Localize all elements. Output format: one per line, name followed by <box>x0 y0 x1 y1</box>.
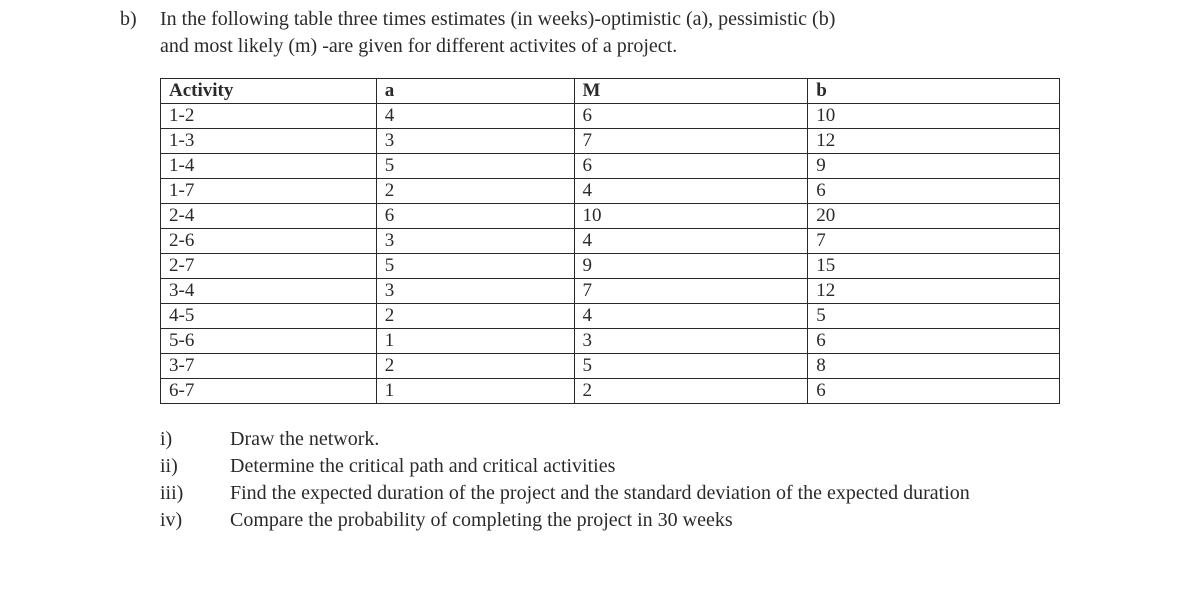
cell: 15 <box>808 254 1060 279</box>
cell: 2-4 <box>161 204 377 229</box>
subpart-text: Determine the critical path and critical… <box>230 453 1080 480</box>
subpart-number: ii) <box>160 453 230 480</box>
cell: 7 <box>808 229 1060 254</box>
cell: 6 <box>808 179 1060 204</box>
cell: 3-7 <box>161 354 377 379</box>
subpart-number: iv) <box>160 507 230 534</box>
cell: 3-4 <box>161 279 377 304</box>
col-header-a: a <box>376 79 574 104</box>
table-row: 2-75915 <box>161 254 1060 279</box>
table-row: 5-6136 <box>161 329 1060 354</box>
cell: 1-2 <box>161 104 377 129</box>
table-row: 1-24610 <box>161 104 1060 129</box>
cell: 2 <box>574 379 808 404</box>
cell: 10 <box>574 204 808 229</box>
cell: 1 <box>376 329 574 354</box>
col-header-b: b <box>808 79 1060 104</box>
question-text: In the following table three times estim… <box>160 6 1080 60</box>
question-intro: b) In the following table three times es… <box>120 6 1080 60</box>
cell: 8 <box>808 354 1060 379</box>
cell: 6 <box>376 204 574 229</box>
subpart-item: i) Draw the network. <box>160 426 1080 453</box>
cell: 6 <box>808 379 1060 404</box>
table-row: 1-4569 <box>161 154 1060 179</box>
subpart-number: iii) <box>160 480 230 507</box>
subpart-text: Draw the network. <box>230 426 1080 453</box>
cell: 5 <box>376 254 574 279</box>
table-row: 4-5245 <box>161 304 1060 329</box>
cell: 5 <box>808 304 1060 329</box>
cell: 6-7 <box>161 379 377 404</box>
col-header-activity: Activity <box>161 79 377 104</box>
cell: 6 <box>574 154 808 179</box>
table-row: 6-7126 <box>161 379 1060 404</box>
cell: 3 <box>376 229 574 254</box>
cell: 4-5 <box>161 304 377 329</box>
subparts-list: i) Draw the network. ii) Determine the c… <box>160 426 1080 534</box>
cell: 4 <box>574 304 808 329</box>
cell: 12 <box>808 279 1060 304</box>
table-row: 3-43712 <box>161 279 1060 304</box>
subpart-text: Find the expected duration of the projec… <box>230 480 1080 507</box>
cell: 2-6 <box>161 229 377 254</box>
cell: 3 <box>376 279 574 304</box>
question-line-1: In the following table three times estim… <box>160 8 835 30</box>
cell: 12 <box>808 129 1060 154</box>
subpart-item: iii) Find the expected duration of the p… <box>160 480 1080 507</box>
table-header-row: Activity a M b <box>161 79 1060 104</box>
cell: 2 <box>376 354 574 379</box>
table-row: 3-7258 <box>161 354 1060 379</box>
cell: 4 <box>574 229 808 254</box>
cell: 7 <box>574 279 808 304</box>
cell: 1-4 <box>161 154 377 179</box>
cell: 20 <box>808 204 1060 229</box>
cell: 6 <box>808 329 1060 354</box>
cell: 7 <box>574 129 808 154</box>
cell: 1-3 <box>161 129 377 154</box>
cell: 5 <box>376 154 574 179</box>
table-row: 2-6347 <box>161 229 1060 254</box>
subpart-number: i) <box>160 426 230 453</box>
cell: 2 <box>376 304 574 329</box>
question-number: b) <box>120 6 160 33</box>
table-row: 1-7246 <box>161 179 1060 204</box>
subpart-item: ii) Determine the critical path and crit… <box>160 453 1080 480</box>
cell: 10 <box>808 104 1060 129</box>
cell: 3 <box>574 329 808 354</box>
page-content: b) In the following table three times es… <box>0 0 1200 534</box>
cell: 2 <box>376 179 574 204</box>
cell: 4 <box>574 179 808 204</box>
cell: 4 <box>376 104 574 129</box>
subpart-text: Compare the probability of completing th… <box>230 507 1080 534</box>
cell: 6 <box>574 104 808 129</box>
cell: 2-7 <box>161 254 377 279</box>
cell: 1-7 <box>161 179 377 204</box>
table-row: 2-461020 <box>161 204 1060 229</box>
cell: 9 <box>808 154 1060 179</box>
activity-table: Activity a M b 1-24610 1-33712 1-4569 1-… <box>160 78 1060 404</box>
cell: 3 <box>376 129 574 154</box>
table-body: Activity a M b 1-24610 1-33712 1-4569 1-… <box>161 79 1060 404</box>
table-row: 1-33712 <box>161 129 1060 154</box>
cell: 5-6 <box>161 329 377 354</box>
cell: 1 <box>376 379 574 404</box>
cell: 5 <box>574 354 808 379</box>
subpart-item: iv) Compare the probability of completin… <box>160 507 1080 534</box>
col-header-m: M <box>574 79 808 104</box>
cell: 9 <box>574 254 808 279</box>
question-line-2: and most likely (m) -are given for diffe… <box>160 35 677 57</box>
